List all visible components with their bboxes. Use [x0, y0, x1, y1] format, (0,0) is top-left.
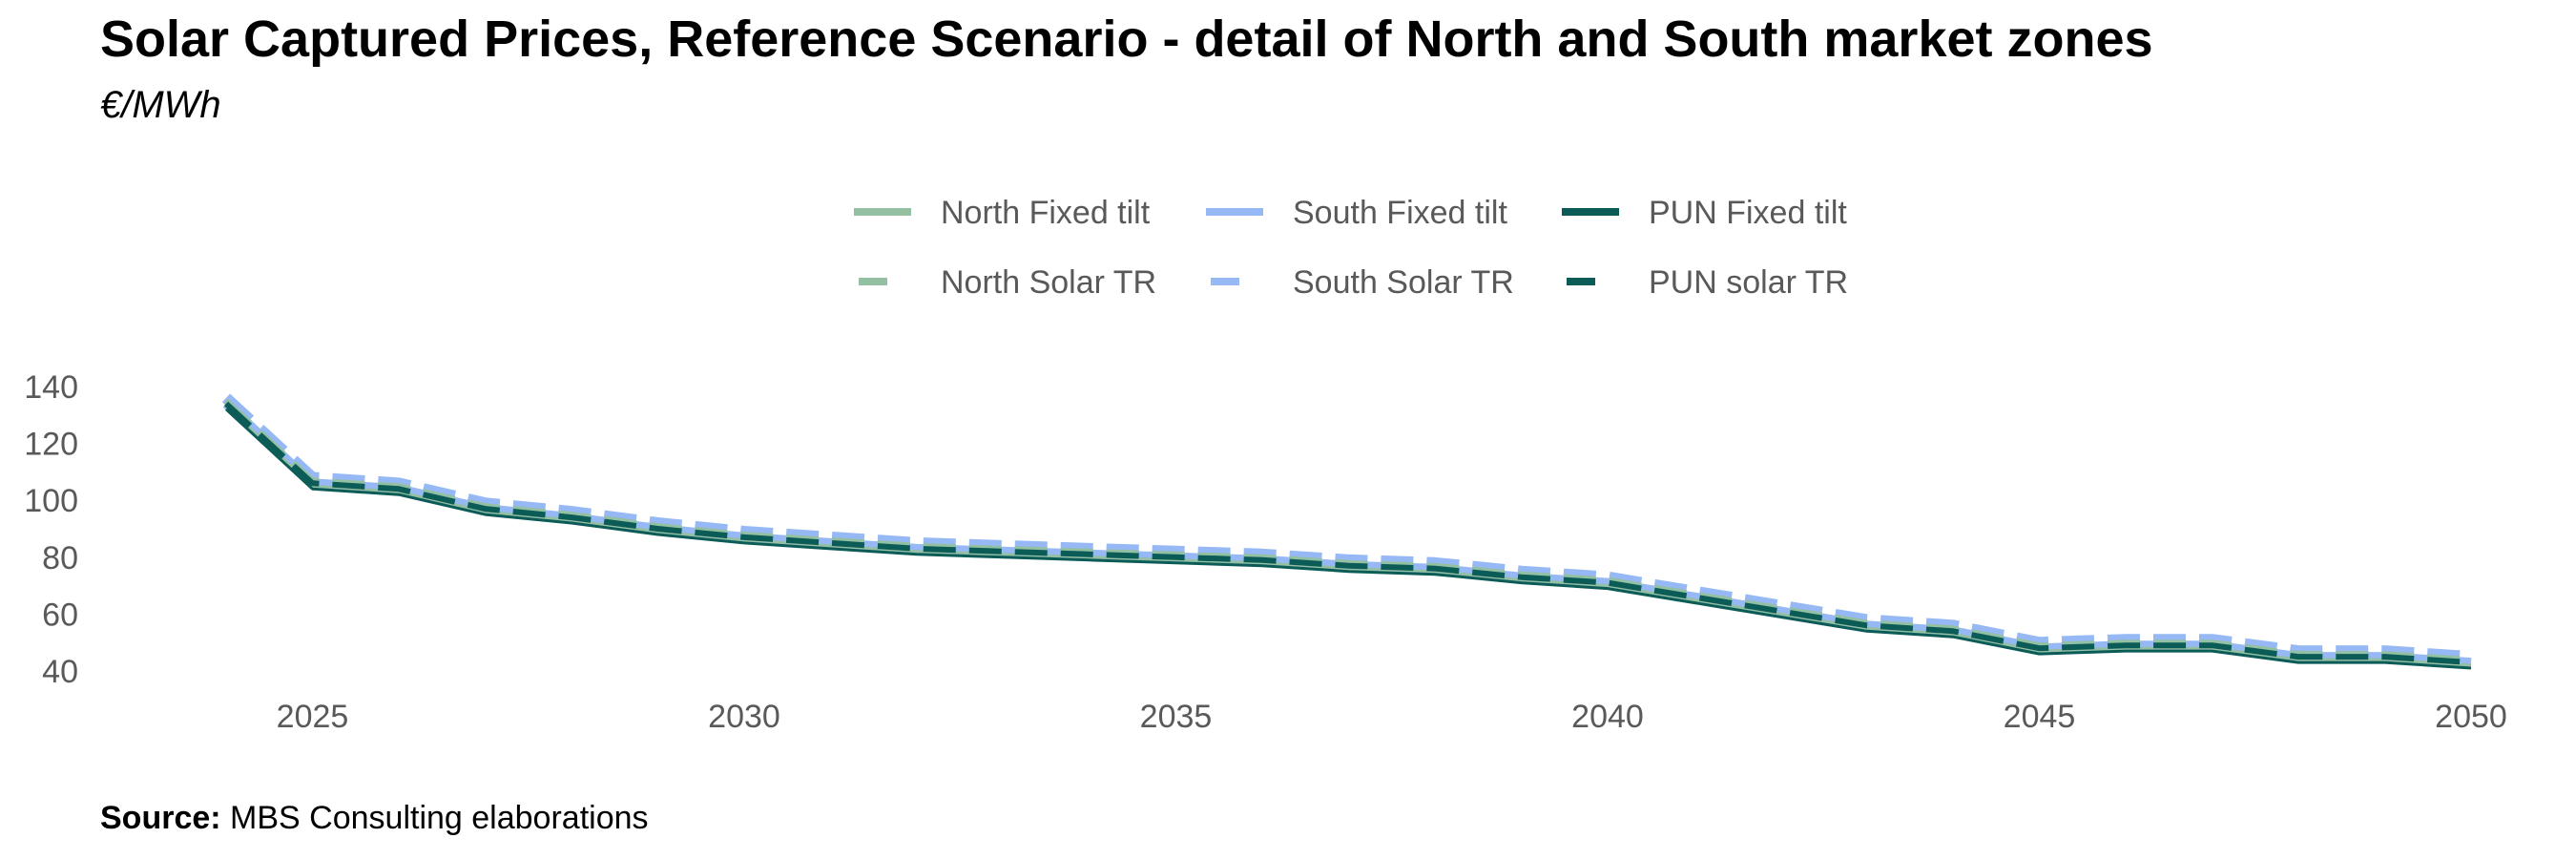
y-tick-label: 80 — [42, 540, 78, 576]
legend-label: South Fixed tilt — [1293, 195, 1507, 231]
series-line-south-solar-tr — [221, 393, 2472, 663]
legend-label: PUN Fixed tilt — [1649, 195, 1847, 231]
x-tick-label: 2035 — [1140, 699, 1213, 735]
y-tick-label: 40 — [42, 654, 78, 690]
x-tick-label: 2040 — [1571, 699, 1644, 735]
legend-label: PUN solar TR — [1649, 264, 1848, 301]
y-tick-label: 100 — [24, 483, 78, 519]
legend-item-south-fixed-tilt: South Fixed tilt — [1206, 195, 1507, 231]
x-axis: 2025 2030 2035 2040 2045 2050 — [277, 699, 2507, 735]
source-note: Source: MBS Consulting elaborations — [100, 800, 649, 837]
y-tick-label: 120 — [24, 427, 78, 463]
source-label: Source: — [100, 800, 221, 836]
y-tick-label: 60 — [42, 597, 78, 633]
legend-item-pun-solar-tr: PUN solar TR — [1567, 264, 1848, 301]
chart-title: Solar Captured Prices, Reference Scenari… — [100, 10, 2153, 68]
plot-area — [221, 393, 2472, 670]
x-tick-label: 2045 — [2004, 699, 2076, 735]
source-text: MBS Consulting elaborations — [230, 800, 649, 836]
y-axis: 40 60 80 100 120 140 — [24, 369, 78, 690]
series-line-pun-solar-tr — [223, 401, 2472, 666]
chart-subtitle: €/MWh — [100, 84, 221, 126]
series-line-north-fixed-tilt — [224, 405, 2472, 667]
legend-item-north-solar-tr: North Solar TR — [859, 264, 1156, 301]
legend-label: North Fixed tilt — [941, 195, 1151, 231]
x-tick-label: 2030 — [708, 699, 780, 735]
y-tick-label: 140 — [24, 369, 78, 406]
series-line-pun-fixed-tilt — [224, 408, 2472, 670]
legend-item-pun-fixed-tilt: PUN Fixed tilt — [1562, 195, 1847, 231]
series-line-south-fixed-tilt — [222, 400, 2472, 668]
x-tick-label: 2050 — [2435, 699, 2507, 735]
legend-item-north-fixed-tilt: North Fixed tilt — [854, 195, 1151, 231]
legend-label: South Solar TR — [1293, 264, 1514, 301]
x-tick-label: 2025 — [277, 699, 349, 735]
legend: North Fixed tilt North Solar TR South Fixe… — [854, 195, 1848, 301]
series-line-north-solar-tr — [223, 398, 2472, 663]
legend-label: North Solar TR — [941, 264, 1156, 301]
legend-item-south-solar-tr: South Solar TR — [1211, 264, 1514, 301]
